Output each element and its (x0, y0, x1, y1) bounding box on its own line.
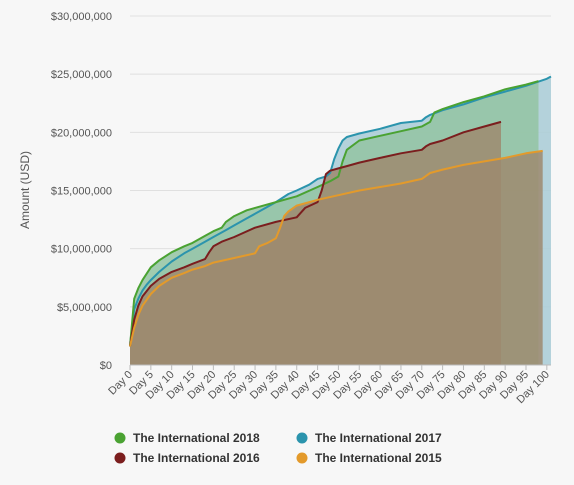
legend-marker (296, 432, 308, 444)
y-axis-label: Amount (USD) (18, 151, 32, 229)
legend-marker (114, 452, 126, 464)
line-the-international-2018 (129, 80, 539, 347)
y-tick-label: $25,000,000 (51, 69, 112, 81)
legend-label: The International 2017 (315, 431, 442, 445)
legend-item-the-international-2016[interactable]: The International 2016 (114, 451, 261, 465)
legend-label: The International 2016 (133, 451, 260, 465)
y-tick-label: $0 (100, 360, 112, 372)
line-the-international-2016 (129, 120, 502, 347)
y-tick-label: $20,000,000 (51, 127, 112, 139)
y-axis-ticks: $0 $5,000,000 $10,000,000 $15,000,000 $20,00… (51, 11, 112, 372)
legend-label: The International 2015 (315, 451, 442, 465)
y-tick-label: $10,000,000 (51, 244, 112, 256)
legend-label: The International 2018 (133, 431, 260, 445)
series-areas (130, 76, 551, 366)
y-tick-label: $5,000,000 (57, 302, 112, 314)
y-tick-label: $15,000,000 (51, 186, 112, 198)
area-the-international-2015 (130, 150, 543, 365)
legend-marker (296, 452, 308, 464)
legend-marker (114, 432, 126, 444)
line-the-international-2015 (129, 149, 543, 347)
legend-item-the-international-2017[interactable]: The International 2017 (296, 431, 443, 445)
y-tick-label: $30,000,000 (51, 11, 112, 23)
series-lines (129, 75, 552, 347)
legend: The International 2018 The International … (114, 431, 443, 465)
legend-item-the-international-2015[interactable]: The International 2015 (296, 451, 443, 465)
legend-item-the-international-2018[interactable]: The International 2018 (114, 431, 261, 445)
